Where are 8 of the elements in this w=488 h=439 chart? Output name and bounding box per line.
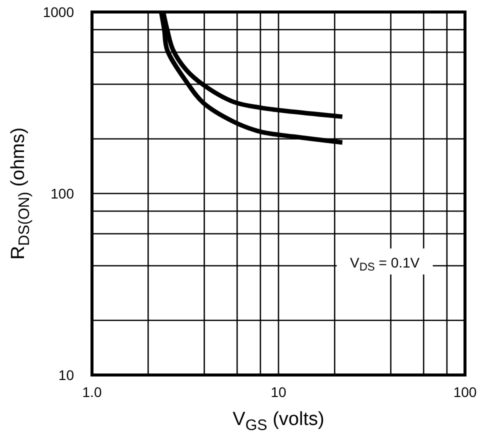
y-tick-label: 100 [50, 186, 74, 202]
y-tick-label: 10 [58, 367, 74, 383]
x-tick-label: 1.0 [82, 384, 102, 400]
x-tick-label: 10 [270, 384, 286, 400]
annotation: V$_{DS}$ = 0.1V [350, 254, 420, 274]
y-tick-label: 1000 [42, 4, 74, 20]
x-tick-label: 100 [453, 384, 477, 400]
x-axis-title: V$_{GS}$ (volts) [232, 409, 324, 434]
